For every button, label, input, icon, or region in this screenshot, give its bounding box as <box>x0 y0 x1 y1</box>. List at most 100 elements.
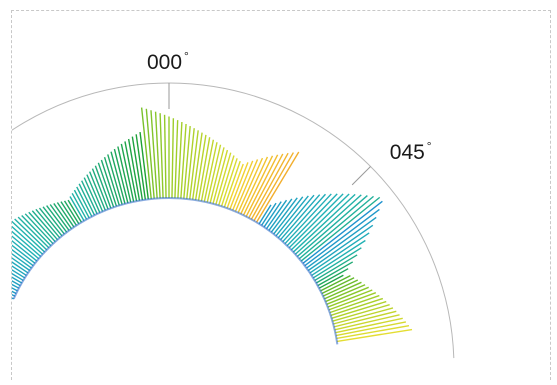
ray-7 <box>12 272 24 282</box>
ray-46 <box>94 165 112 209</box>
ray-117 <box>300 196 381 262</box>
ray-25 <box>31 210 58 241</box>
ray-73 <box>189 130 199 200</box>
ray-85 <box>223 160 241 208</box>
ray-57 <box>131 136 144 201</box>
ray-138 <box>330 297 384 317</box>
ray-89 <box>234 159 259 212</box>
ray-54 <box>120 143 135 202</box>
ray-107 <box>280 194 321 241</box>
ray-136 <box>328 292 377 311</box>
ray-121 <box>307 224 374 272</box>
ray-135 <box>327 289 373 308</box>
ray-65 <box>163 114 167 199</box>
ray-137 <box>329 294 380 314</box>
ray-76 <box>197 137 211 201</box>
ray-146 <box>336 324 410 340</box>
bearing-ticks <box>168 83 371 186</box>
ray-16 <box>12 235 40 260</box>
ray-34 <box>63 200 80 225</box>
ray-134 <box>326 286 369 305</box>
ray-114 <box>294 194 362 255</box>
ray-40 <box>78 183 96 216</box>
ray-53 <box>117 146 132 203</box>
ray-103 <box>270 197 298 233</box>
ray-45 <box>91 168 109 210</box>
ray-71 <box>183 125 191 199</box>
ray-69 <box>177 121 183 199</box>
plot-frame <box>11 10 551 380</box>
ray-101 <box>265 199 288 230</box>
ray-47 <box>97 162 115 208</box>
ray-9 <box>12 265 27 276</box>
ray-15 <box>12 239 38 262</box>
ray-110 <box>286 193 338 247</box>
ray-143 <box>334 314 400 331</box>
ray-29 <box>46 205 68 233</box>
ray-141 <box>333 307 394 325</box>
ray-128 <box>318 274 344 289</box>
ray-132 <box>324 281 362 300</box>
ray-48 <box>100 159 118 207</box>
ray-96 <box>253 152 294 222</box>
ray-84 <box>220 158 238 207</box>
ray-105 <box>275 195 309 237</box>
ray-28 <box>42 206 65 235</box>
ray-126 <box>315 261 354 284</box>
ray-61 <box>145 108 155 199</box>
ray-140 <box>332 304 390 322</box>
ray-133 <box>325 284 366 303</box>
ray-18 <box>12 225 44 255</box>
ray-119 <box>304 208 380 267</box>
ray-111 <box>288 193 344 249</box>
ray-72 <box>186 128 195 200</box>
ray-60 <box>140 107 152 200</box>
ray-35 <box>67 199 83 223</box>
ray-20 <box>14 218 48 251</box>
ray-131 <box>322 279 359 297</box>
ray-67 <box>171 118 175 199</box>
ray-144 <box>335 317 403 334</box>
ray-82 <box>215 152 232 205</box>
ray-79 <box>206 144 222 203</box>
ray-112 <box>290 193 350 251</box>
ray-38 <box>73 189 90 219</box>
ray-86 <box>226 163 244 209</box>
ray-11 <box>12 257 31 272</box>
ray-26 <box>35 208 61 239</box>
ray-64 <box>159 113 164 199</box>
ray-37 <box>71 192 88 220</box>
ray-118 <box>302 200 383 264</box>
ray-124 <box>312 247 362 279</box>
ray-59 <box>139 131 149 200</box>
ray-8 <box>12 269 26 279</box>
ray-50 <box>107 154 123 205</box>
ray-145 <box>335 321 407 337</box>
bearing-labels: 000 °045 ° <box>147 49 432 164</box>
outer-ring <box>12 82 455 359</box>
ray-139 <box>331 300 387 319</box>
ray-87 <box>229 162 249 210</box>
ray-129 <box>320 274 351 292</box>
ray-75 <box>194 134 207 201</box>
tick-label-045: 045 <box>390 141 425 164</box>
ray-52 <box>113 148 129 204</box>
ray-142 <box>333 310 397 328</box>
inner-baseline <box>12 197 339 345</box>
ray-108 <box>282 193 326 243</box>
ray-63 <box>154 111 161 199</box>
ray-39 <box>76 186 93 217</box>
ray-98 <box>258 204 272 225</box>
ray-92 <box>242 155 274 216</box>
ray-78 <box>203 142 218 202</box>
ray-51 <box>110 151 126 204</box>
ray-68 <box>174 120 179 199</box>
ray-93 <box>245 154 279 217</box>
ray-90 <box>237 157 264 213</box>
ray-81 <box>212 149 229 204</box>
ray-99 <box>261 202 277 226</box>
ray-130 <box>321 277 355 295</box>
ray-21 <box>17 216 50 249</box>
ray-series <box>12 107 413 345</box>
